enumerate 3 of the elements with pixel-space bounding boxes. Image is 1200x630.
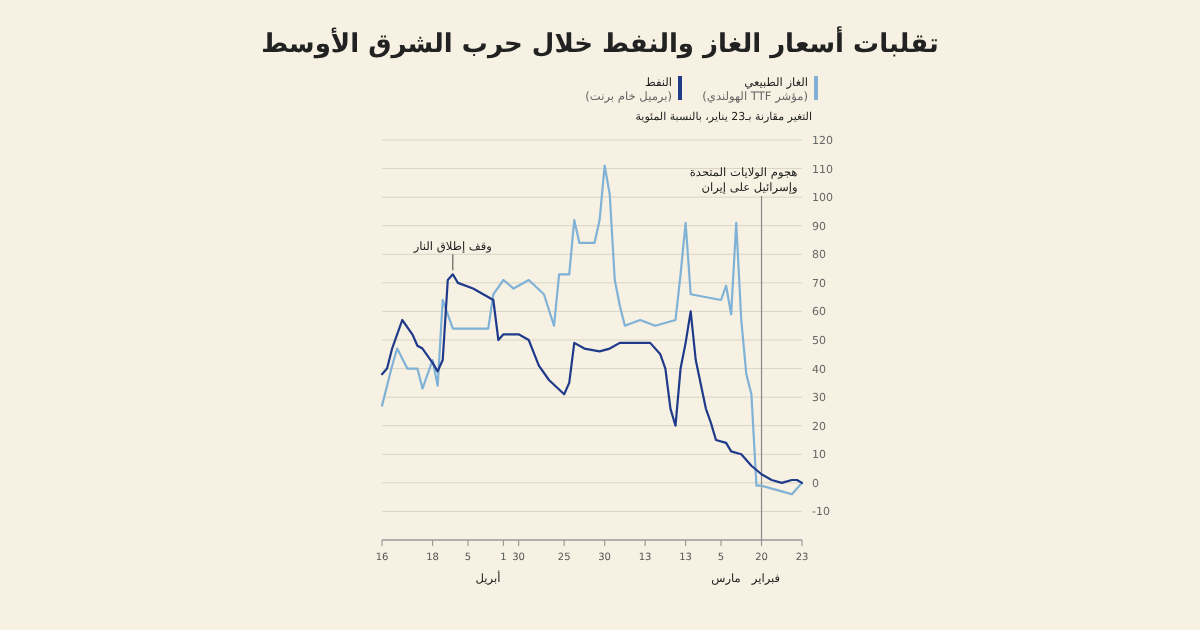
chart-title: تقلبات أسعار الغاز والنفط خلال حرب الشرق الأوسط xyxy=(261,26,939,60)
line-series xyxy=(380,273,804,484)
line-series xyxy=(380,164,804,496)
